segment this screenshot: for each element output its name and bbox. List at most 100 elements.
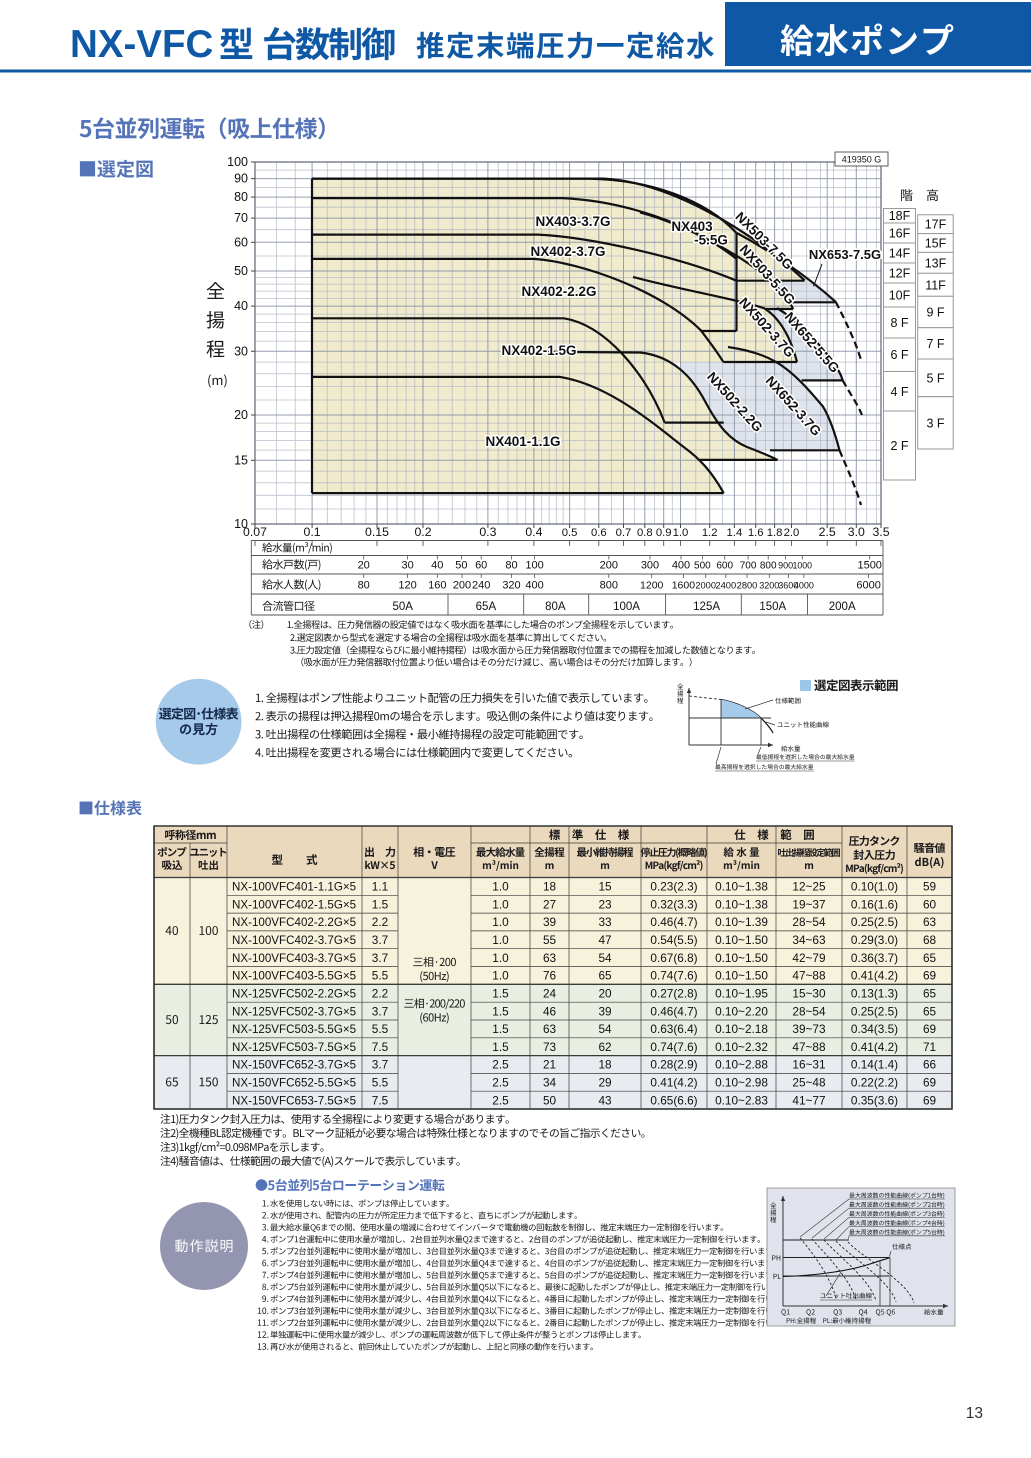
svg-text:0.29(3.0): 0.29(3.0) bbox=[851, 933, 898, 947]
svg-text:NX653-7.5G: NX653-7.5G bbox=[809, 247, 881, 262]
svg-text:0.10~2.20: 0.10~2.20 bbox=[715, 1004, 768, 1018]
svg-text:28~54: 28~54 bbox=[792, 1004, 826, 1018]
svg-text:50A: 50A bbox=[392, 601, 413, 613]
svg-text:0.10~1.39: 0.10~1.39 bbox=[715, 915, 768, 929]
svg-text:33: 33 bbox=[598, 915, 612, 929]
svg-text:NX-150VFC653-7.5G×5: NX-150VFC653-7.5G×5 bbox=[232, 1094, 356, 1107]
svg-text:300: 300 bbox=[641, 560, 659, 572]
svg-text:66: 66 bbox=[923, 1058, 937, 1072]
svg-text:0.6: 0.6 bbox=[591, 527, 607, 539]
svg-text:0.10~2.18: 0.10~2.18 bbox=[715, 1022, 768, 1036]
svg-text:0.41(4.2): 0.41(4.2) bbox=[851, 1040, 898, 1054]
svg-text:29: 29 bbox=[598, 1076, 611, 1090]
svg-text:47: 47 bbox=[598, 933, 611, 947]
svg-text:2.5: 2.5 bbox=[819, 525, 836, 539]
svg-text:0.10~2.88: 0.10~2.88 bbox=[715, 1058, 768, 1072]
svg-text:0.10~1.50: 0.10~1.50 bbox=[715, 969, 768, 983]
svg-text:0.74(7.6): 0.74(7.6) bbox=[650, 969, 697, 983]
svg-text:NX-100VFC402-3.7G×5: NX-100VFC402-3.7G×5 bbox=[232, 934, 356, 947]
svg-text:65: 65 bbox=[598, 969, 612, 983]
svg-text:1.0: 1.0 bbox=[673, 527, 689, 539]
svg-text:6000: 6000 bbox=[856, 580, 880, 592]
svg-text:8 F: 8 F bbox=[890, 316, 908, 330]
svg-text:3 F: 3 F bbox=[926, 416, 944, 430]
svg-text:16~31: 16~31 bbox=[792, 1058, 825, 1072]
svg-text:0.36(3.7): 0.36(3.7) bbox=[851, 951, 898, 965]
svg-text:1200: 1200 bbox=[640, 580, 664, 592]
svg-text:0.7: 0.7 bbox=[616, 527, 632, 539]
svg-text:NX401-1.1G: NX401-1.1G bbox=[485, 434, 560, 449]
svg-text:15F: 15F bbox=[925, 237, 947, 251]
svg-text:1.0: 1.0 bbox=[492, 933, 509, 947]
svg-text:68: 68 bbox=[923, 933, 937, 947]
svg-text:-5.5G: -5.5G bbox=[694, 233, 728, 248]
svg-text:NX-150VFC652-5.5G×5: NX-150VFC652-5.5G×5 bbox=[232, 1077, 356, 1090]
svg-text:71: 71 bbox=[923, 1040, 936, 1054]
svg-text:13F: 13F bbox=[925, 256, 947, 270]
svg-text:0.23(2.3): 0.23(2.3) bbox=[650, 880, 697, 894]
svg-text:0.10~1.50: 0.10~1.50 bbox=[715, 933, 768, 947]
svg-text:2800: 2800 bbox=[737, 581, 758, 591]
svg-text:0.8: 0.8 bbox=[637, 527, 653, 539]
svg-text:0.27(2.8): 0.27(2.8) bbox=[650, 987, 697, 1001]
svg-text:30: 30 bbox=[234, 344, 248, 358]
svg-text:1.8: 1.8 bbox=[767, 527, 783, 539]
svg-text:60: 60 bbox=[923, 897, 937, 911]
svg-text:3.7: 3.7 bbox=[372, 951, 388, 965]
svg-text:42~79: 42~79 bbox=[792, 951, 825, 965]
svg-text:60: 60 bbox=[475, 560, 487, 572]
svg-text:18: 18 bbox=[543, 880, 557, 894]
svg-text:0.46(4.7): 0.46(4.7) bbox=[650, 915, 697, 929]
svg-text:34: 34 bbox=[543, 1076, 557, 1090]
svg-text:1600: 1600 bbox=[672, 580, 696, 592]
svg-text:6 F: 6 F bbox=[890, 348, 908, 362]
svg-text:65: 65 bbox=[923, 1004, 937, 1018]
svg-text:320: 320 bbox=[502, 580, 520, 592]
svg-text:2 F: 2 F bbox=[890, 439, 908, 453]
svg-text:0.34(3.5): 0.34(3.5) bbox=[851, 1022, 898, 1036]
svg-text:NX-150VFC652-3.7G×5: NX-150VFC652-3.7G×5 bbox=[232, 1059, 356, 1072]
svg-text:13: 13 bbox=[966, 1405, 983, 1422]
svg-text:4 F: 4 F bbox=[890, 385, 908, 399]
svg-text:400: 400 bbox=[672, 560, 690, 572]
svg-text:12F: 12F bbox=[889, 267, 911, 281]
svg-text:0.10~2.32: 0.10~2.32 bbox=[715, 1040, 768, 1054]
svg-text:20: 20 bbox=[358, 560, 370, 572]
svg-text:0.25(2.5): 0.25(2.5) bbox=[851, 1004, 898, 1018]
svg-text:80: 80 bbox=[505, 560, 517, 572]
svg-text:80: 80 bbox=[234, 190, 248, 204]
svg-text:63: 63 bbox=[923, 915, 937, 929]
svg-text:NX-100VFC403-5.5G×5: NX-100VFC403-5.5G×5 bbox=[232, 970, 356, 983]
svg-text:10: 10 bbox=[234, 517, 248, 531]
svg-text:NX-125VFC502-3.7G×5: NX-125VFC502-3.7G×5 bbox=[232, 1005, 356, 1018]
svg-text:0.13(1.3): 0.13(1.3) bbox=[851, 987, 898, 1001]
svg-text:NX-100VFC403-3.7G×5: NX-100VFC403-3.7G×5 bbox=[232, 952, 356, 965]
svg-text:800: 800 bbox=[760, 561, 777, 572]
svg-text:20: 20 bbox=[234, 408, 248, 422]
svg-text:0.2: 0.2 bbox=[414, 525, 431, 539]
svg-text:0.25(2.5): 0.25(2.5) bbox=[851, 915, 898, 929]
svg-text:27: 27 bbox=[543, 897, 556, 911]
svg-text:0.35(3.6): 0.35(3.6) bbox=[851, 1093, 898, 1107]
svg-text:65A: 65A bbox=[476, 601, 497, 613]
svg-text:1.0: 1.0 bbox=[492, 969, 509, 983]
svg-text:0.28(2.9): 0.28(2.9) bbox=[650, 1058, 697, 1072]
svg-text:2400: 2400 bbox=[715, 581, 736, 591]
svg-text:0.10~1.38: 0.10~1.38 bbox=[715, 880, 768, 894]
svg-text:0.5: 0.5 bbox=[562, 527, 578, 539]
svg-text:40: 40 bbox=[234, 299, 248, 313]
svg-text:55: 55 bbox=[543, 933, 557, 947]
svg-text:7 F: 7 F bbox=[926, 337, 944, 351]
svg-text:1.5: 1.5 bbox=[492, 1040, 509, 1054]
svg-text:0.54(5.5): 0.54(5.5) bbox=[650, 933, 697, 947]
svg-text:0.22(2.2): 0.22(2.2) bbox=[851, 1076, 898, 1090]
svg-text:2.5: 2.5 bbox=[492, 1058, 509, 1072]
svg-text:NX-100VFC401-1.1G×5: NX-100VFC401-1.1G×5 bbox=[232, 881, 356, 894]
svg-text:25~48: 25~48 bbox=[792, 1076, 826, 1090]
svg-text:1.5: 1.5 bbox=[372, 897, 389, 911]
svg-text:0.1: 0.1 bbox=[304, 525, 321, 539]
svg-text:3600: 3600 bbox=[778, 581, 798, 591]
svg-text:7.5: 7.5 bbox=[372, 1040, 389, 1054]
svg-text:160: 160 bbox=[428, 580, 446, 592]
svg-text:19~37: 19~37 bbox=[792, 897, 825, 911]
